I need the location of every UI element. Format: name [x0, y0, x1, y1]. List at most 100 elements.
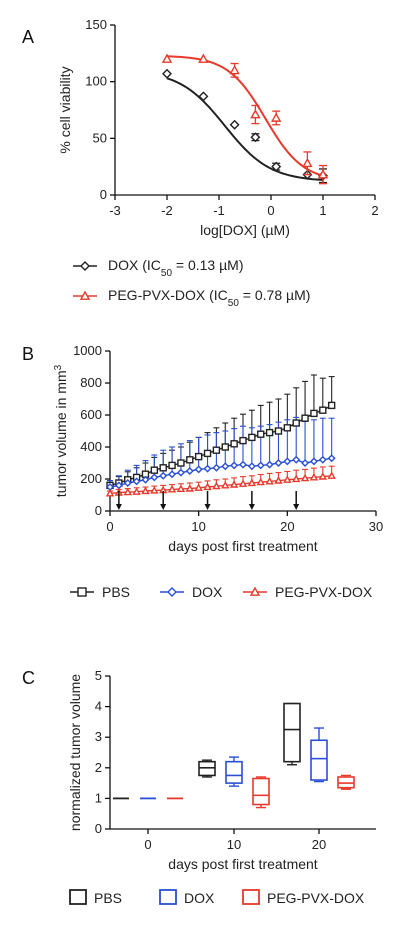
panel-c-legend-label: DOX — [184, 890, 215, 906]
panel-a-data-point — [250, 109, 261, 119]
panel-b-data-point — [212, 463, 221, 472]
panel-b-data-point — [132, 487, 141, 495]
panel-a-y-tick-label: 0 — [100, 187, 107, 202]
panel-c-y-tick-label: 2 — [95, 760, 102, 775]
panel-b-y-label: tumor volume in mm3 — [53, 364, 70, 497]
panel-c-y-tick-label: 0 — [95, 821, 102, 836]
panel-a-legend-marker — [80, 261, 90, 271]
panel-b-data-point — [221, 480, 230, 489]
panel-b-data-point — [265, 428, 274, 437]
panel-a-y-label: % cell viability — [57, 66, 73, 153]
panel-b-data-point — [309, 472, 319, 481]
panel-b-legend-label: PEG-PVX-DOX — [275, 584, 373, 600]
panel-a-y-tick-label: 50 — [93, 130, 107, 145]
panel-b-data-point — [167, 484, 177, 493]
panel-b-data-point — [256, 477, 265, 486]
panel-b-data-point — [176, 468, 185, 477]
panel-b-data-point — [292, 455, 301, 464]
panel-b-data-point — [177, 459, 185, 467]
panel-b-treatment-arrowhead — [160, 504, 167, 510]
panel-b-legend-label: PBS — [102, 584, 130, 600]
panel-b-data-point — [194, 483, 203, 491]
panel-b-x-tick-label: 10 — [191, 519, 205, 534]
panel-c-y-tick-label: 1 — [95, 790, 102, 805]
panel-c-box — [283, 702, 301, 763]
panel-b-treatment-arrowhead — [204, 504, 211, 510]
panel-b-data-point — [186, 456, 194, 464]
panel-b-data-point — [141, 475, 150, 484]
panel-b-data-point — [185, 467, 194, 475]
panel-b-y-tick-label: 400 — [80, 439, 102, 454]
panel-c-legend-swatch — [159, 889, 177, 905]
panel-b-data-point — [327, 401, 336, 410]
panel-b-legend-marker — [167, 587, 177, 597]
panel-b-data-point — [150, 466, 159, 474]
panel-b-treatment-arrowhead — [115, 504, 122, 510]
panel-a-legend-marker — [79, 290, 91, 300]
panel-c-legend-swatch — [242, 889, 260, 905]
panel-b-y-tick-label: 600 — [80, 407, 102, 422]
panel-b-data-point — [283, 475, 292, 483]
panel-a-x-tick-label: 1 — [319, 203, 326, 218]
panel-c-y-label: normalized tumor volume — [67, 674, 83, 831]
panel-a-data-point — [250, 132, 261, 143]
panel-b-data-point — [238, 479, 248, 487]
panel-b-data-point — [203, 449, 212, 458]
panel-b-data-point — [318, 472, 327, 480]
panel-b-data-point — [203, 464, 212, 473]
panel-b-data-point — [221, 462, 230, 471]
panel-b-data-point — [230, 440, 238, 448]
panel-b-legend-marker — [249, 586, 261, 596]
panel-b-data-point — [123, 487, 132, 496]
panel-a-legend-label: DOX (IC50 = 0.13 µM) — [108, 257, 244, 279]
panel-a-fit-curve — [166, 77, 324, 181]
panel-b-data-point — [301, 414, 309, 422]
panel-b-legend-label: DOX — [192, 584, 223, 600]
panel-b-data-point — [300, 473, 310, 482]
panel-b-data-point — [292, 474, 301, 483]
panel-a-data-point — [198, 91, 209, 102]
panel-b-data-point — [221, 443, 229, 451]
panel-a-data-point — [161, 53, 173, 63]
panel-a-data-point — [271, 112, 282, 122]
panel-b-data-point — [309, 457, 318, 466]
panel-b-data-point — [194, 465, 203, 474]
panel-b-data-point — [185, 484, 194, 492]
panel-b-data-point — [176, 484, 186, 493]
panel-a-data-point — [198, 53, 209, 63]
panel-b-data-point — [230, 461, 239, 470]
panel-b-data-point — [327, 471, 336, 479]
panel-c-letter: C — [22, 668, 35, 688]
panel-b-data-point — [159, 471, 168, 480]
panel-b-data-point — [168, 461, 176, 470]
panel-b-data-point — [229, 480, 239, 488]
panel-b-data-point — [265, 460, 274, 469]
panel-b-data-point — [283, 424, 292, 432]
panel-b-data-point — [168, 470, 177, 479]
panel-a-y-tick-label: 150 — [85, 17, 107, 32]
panel-c-x-tick-label: 20 — [312, 837, 326, 852]
panel-b-y-tick-label: 0 — [95, 503, 102, 518]
panel-b-legend-marker — [77, 587, 87, 597]
panel-a-x-tick-label: 0 — [267, 203, 274, 218]
panel-b-data-point — [274, 459, 283, 467]
panel-a-data-point — [302, 157, 313, 168]
panel-b-data-point — [301, 459, 310, 467]
panel-c-y-tick-label: 3 — [95, 729, 102, 744]
panel-b-data-point — [247, 478, 257, 487]
panel-b-data-point — [239, 436, 247, 445]
panel-b-treatment-arrowhead — [293, 504, 300, 510]
panel-a-data-point — [271, 161, 282, 172]
panel-c-y-tick-label: 5 — [95, 668, 102, 683]
panel-b-x-label: days post first treatment — [168, 538, 318, 554]
panel-a-data-point — [317, 169, 329, 179]
panel-a-x-tick-label: 2 — [371, 203, 378, 218]
panel-b-data-point — [212, 481, 221, 490]
panel-a-data-point — [229, 119, 240, 130]
panel-b-data-point — [274, 427, 283, 435]
panel-b-y-tick-label: 200 — [80, 471, 102, 486]
panel-b-data-point — [292, 419, 300, 427]
panel-b-data-point — [132, 477, 141, 486]
panel-b-data-point — [310, 409, 318, 418]
panel-a-x-tick-label: -1 — [213, 203, 225, 218]
